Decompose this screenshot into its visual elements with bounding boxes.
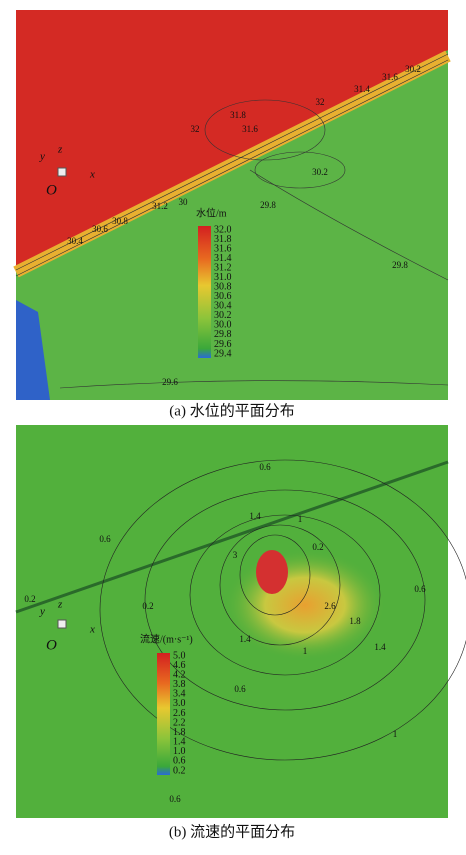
contour xyxy=(249,169,449,281)
high-water-region xyxy=(16,10,448,266)
legend-label: 31.2 xyxy=(214,262,232,273)
contour-label: 29.8 xyxy=(392,260,408,270)
caption: (a) 水位的平面分布 xyxy=(169,402,294,419)
contour-label: 32 xyxy=(191,124,200,134)
contour-label: 30.2 xyxy=(405,64,421,74)
legend-label: 30.8 xyxy=(214,282,232,293)
contour-label: 31.8 xyxy=(230,110,246,120)
low-region xyxy=(16,300,50,400)
peak-region xyxy=(256,550,288,594)
axis-z: z xyxy=(57,599,63,611)
contour xyxy=(254,151,346,189)
axis-z: z xyxy=(57,144,63,156)
legend-label: 3.0 xyxy=(173,698,186,709)
ridge xyxy=(15,460,449,614)
legend-label: 30.2 xyxy=(214,310,232,321)
axis-y: y xyxy=(39,151,45,163)
contour-label: 31.6 xyxy=(242,124,258,134)
legend-label: 32.0 xyxy=(214,224,232,235)
contour-label: 1 xyxy=(303,646,308,656)
legend-label: 29.4 xyxy=(214,348,232,359)
contour-label: 31.2 xyxy=(152,201,168,211)
contour-label: 31.6 xyxy=(382,72,398,82)
contour-label: 0.2 xyxy=(312,542,323,552)
caption: (b) 流速的平面分布 xyxy=(169,823,295,840)
legend-label: 31.6 xyxy=(214,243,232,254)
contour-label: 30 xyxy=(179,197,189,207)
legend-label: 4.6 xyxy=(173,660,186,671)
contour-label: 0.6 xyxy=(414,584,426,594)
contour-label: 2.6 xyxy=(324,601,336,611)
axis-cube xyxy=(57,167,67,177)
contour xyxy=(204,99,326,161)
legend-label: 31.8 xyxy=(214,234,232,245)
contour-label: 0.2 xyxy=(142,601,153,611)
legend-label: 30.0 xyxy=(214,320,232,331)
legend-title: 水位/m xyxy=(196,206,227,219)
legend-label: 4.2 xyxy=(173,669,186,680)
contour-label: 0.6 xyxy=(259,462,271,472)
legend-label: 5.0 xyxy=(173,650,186,661)
legend-label: 0.6 xyxy=(173,756,186,767)
contour xyxy=(15,53,449,271)
axis-x: x xyxy=(89,169,95,181)
contour-label: 31.4 xyxy=(354,84,370,94)
axis-origin: O xyxy=(46,182,57,198)
legend-label: 1.0 xyxy=(173,746,186,757)
legend-label: 2.6 xyxy=(173,708,186,719)
legend-label: 30.4 xyxy=(214,301,232,312)
contour-label: 1.4 xyxy=(249,511,261,521)
contour-label: 0.2 xyxy=(24,594,35,604)
contour-label: 1 xyxy=(393,729,398,739)
axis-y: y xyxy=(39,606,45,618)
legend-label: 2.2 xyxy=(173,717,186,728)
contour-label: 30.6 xyxy=(92,224,108,234)
legend-label: 1.8 xyxy=(173,727,186,738)
legend-label: 3.4 xyxy=(173,689,186,700)
contour-label: 29.8 xyxy=(260,200,276,210)
contour-label: 0.6 xyxy=(169,794,181,804)
contour-label: 29.6 xyxy=(162,377,178,387)
contour-label: 1.8 xyxy=(349,616,361,626)
legend-label: 1.4 xyxy=(173,737,186,748)
panel-b xyxy=(15,425,466,818)
legend-label: 0.2 xyxy=(173,765,186,776)
contour-label: 0.6 xyxy=(234,684,246,694)
legend-title: 流速/(m·s⁻¹) xyxy=(140,632,193,645)
contour-label: 30.2 xyxy=(312,167,328,177)
axis-origin: O xyxy=(46,637,57,653)
contour-label: 1.4 xyxy=(374,642,386,652)
contour-label: 30.8 xyxy=(112,216,128,226)
legend-label: 30.6 xyxy=(214,291,232,302)
legend-label: 31.0 xyxy=(214,272,232,283)
contour-label: 1 xyxy=(298,514,303,524)
contour-label: 0.6 xyxy=(99,534,111,544)
colorbar xyxy=(198,226,211,358)
axis-cube xyxy=(57,619,67,629)
contour-label: 30.4 xyxy=(67,236,83,246)
legend-label: 31.4 xyxy=(214,253,232,264)
legend-label: 29.8 xyxy=(214,329,232,340)
contour-label: 3 xyxy=(233,550,238,560)
contour xyxy=(59,380,449,389)
axis-x: x xyxy=(89,624,95,636)
contour-label: 32 xyxy=(316,97,325,107)
legend-label: 3.8 xyxy=(173,679,186,690)
contours xyxy=(99,459,466,761)
panel-a xyxy=(13,10,451,400)
gradient-band xyxy=(13,50,451,278)
contour xyxy=(15,59,449,277)
colorbar xyxy=(157,653,170,775)
legend-label: 29.6 xyxy=(214,339,232,350)
contour-label: 1.4 xyxy=(239,634,251,644)
